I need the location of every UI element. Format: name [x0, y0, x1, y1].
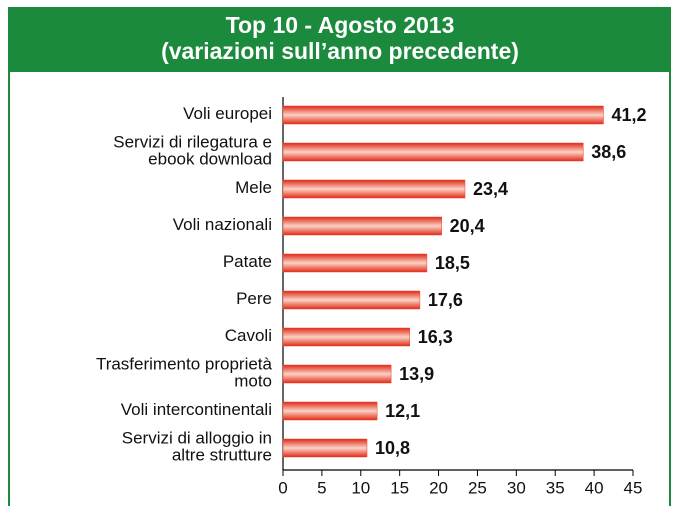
label-line: Voli europei — [183, 104, 272, 123]
label-line: moto — [234, 372, 272, 391]
chart-title: Top 10 - Agosto 2013 — [226, 12, 455, 38]
x-tick-label: 35 — [546, 478, 565, 497]
label-line: Mele — [235, 178, 272, 197]
y-tick-label: Voli intercontinentali — [121, 400, 272, 419]
value-label: 38,6 — [591, 142, 626, 162]
y-tick-label: Voli europei — [183, 104, 272, 123]
label-line: Voli nazionali — [173, 215, 272, 234]
y-tick-label: Cavoli — [225, 326, 272, 345]
y-tick-label: Servizi di alloggio in altre strutture — [122, 429, 272, 465]
y-tick-label: Pere — [236, 289, 272, 308]
chart-subtitle: (variazioni sull’anno precedente) — [161, 38, 519, 64]
label-line: Pere — [236, 289, 272, 308]
y-tick-label: Mele — [235, 178, 272, 197]
value-label: 16,3 — [418, 327, 453, 347]
x-tick-label: 40 — [585, 478, 604, 497]
value-label: 17,6 — [428, 290, 463, 310]
bar — [282, 438, 368, 458]
value-label: 23,4 — [473, 179, 508, 199]
x-tick-label: 10 — [351, 478, 370, 497]
bar — [282, 179, 466, 199]
value-label: 10,8 — [375, 438, 410, 458]
x-tick-label: 25 — [468, 478, 487, 497]
label-line: Cavoli — [225, 326, 272, 345]
value-label: 41,2 — [611, 105, 646, 125]
y-tick-label: Servizi di rilegatura e ebook download — [113, 133, 272, 169]
x-tick-label: 5 — [317, 478, 326, 497]
value-label: 13,9 — [399, 364, 434, 384]
bar — [282, 327, 411, 347]
y-tick-label: Trasferimento proprietà moto — [96, 355, 273, 391]
y-tick-label: Patate — [223, 252, 272, 271]
x-tick-label: 0 — [278, 478, 287, 497]
bar — [282, 401, 378, 421]
value-label: 18,5 — [435, 253, 470, 273]
bar — [282, 253, 428, 273]
bar — [282, 142, 584, 162]
bar — [282, 364, 392, 384]
bar — [282, 290, 421, 310]
label-line: ebook download — [148, 150, 272, 169]
x-tick-label: 30 — [507, 478, 526, 497]
label-line: altre strutture — [172, 446, 272, 465]
label-line: Trasferimento proprietà — [96, 355, 273, 374]
label-line: Servizi di alloggio in — [122, 429, 272, 448]
bar — [282, 105, 604, 125]
label-line: Voli intercontinentali — [121, 400, 272, 419]
label-line: Servizi di rilegatura e — [113, 133, 272, 152]
x-tick-label: 45 — [624, 478, 643, 497]
value-label: 20,4 — [450, 216, 485, 236]
x-tick-label: 20 — [429, 478, 448, 497]
bar — [282, 216, 442, 236]
value-label: 12,1 — [385, 401, 420, 421]
label-line: Patate — [223, 252, 272, 271]
title-band — [9, 8, 670, 72]
x-tick-label: 15 — [390, 478, 409, 497]
y-tick-label: Voli nazionali — [173, 215, 272, 234]
